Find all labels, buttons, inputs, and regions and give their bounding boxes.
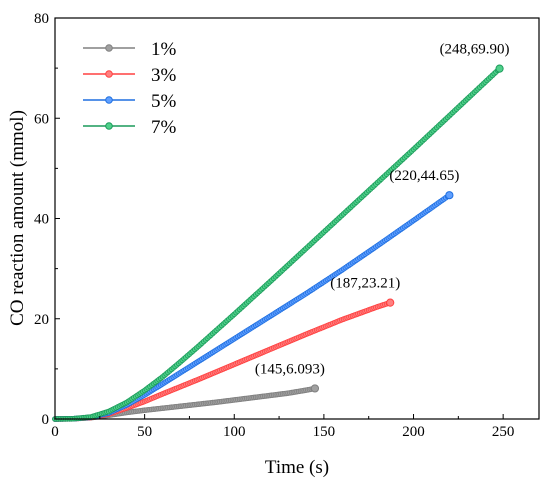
legend-marker (105, 96, 113, 104)
end-label: (145,6.093) (255, 361, 325, 377)
end-point (495, 64, 504, 73)
y-tick-label: 0 (42, 412, 50, 428)
end-point (445, 191, 454, 200)
series-5pct (52, 191, 454, 422)
x-tick-label: 200 (402, 424, 425, 440)
x-tick-label: 250 (492, 424, 515, 440)
y-tick-label: 60 (34, 111, 49, 127)
x-tick-label: 50 (137, 424, 152, 440)
x-tick-label: 100 (223, 424, 246, 440)
legend-label: 1% (151, 39, 177, 60)
axis-layer (54, 17, 540, 420)
y-tick-label: 80 (34, 11, 49, 27)
ticks-layer: 0 50 100 150 200 250 0 20 40 60 80 (34, 11, 514, 440)
y-tick-label: 20 (34, 312, 49, 328)
legend-marker (105, 70, 113, 78)
legend-marker (105, 122, 113, 130)
end-label: (248,69.90) (440, 42, 510, 58)
legend: 1% 3% 5% 7% (83, 39, 177, 138)
end-label: (187,23.21) (330, 276, 400, 292)
legend-marker (105, 44, 113, 52)
legend-label: 5% (151, 91, 177, 112)
series-7pct (52, 64, 504, 422)
end-labels: (145,6.093) (187,23.21) (220,44.65) (248,69… (255, 42, 510, 378)
plot-frame (54, 17, 540, 420)
x-axis-title: Time (s) (265, 457, 329, 478)
y-axis-title: CO reaction amount (mmol) (7, 110, 28, 326)
y-tick-label: 40 (34, 212, 49, 228)
x-tick-label: 150 (313, 424, 336, 440)
end-label: (220,44.65) (389, 168, 459, 184)
end-point (310, 384, 320, 393)
legend-label: 3% (151, 65, 177, 86)
x-tick-label: 0 (51, 424, 59, 440)
end-point (386, 298, 395, 307)
legend-label: 7% (151, 117, 177, 138)
